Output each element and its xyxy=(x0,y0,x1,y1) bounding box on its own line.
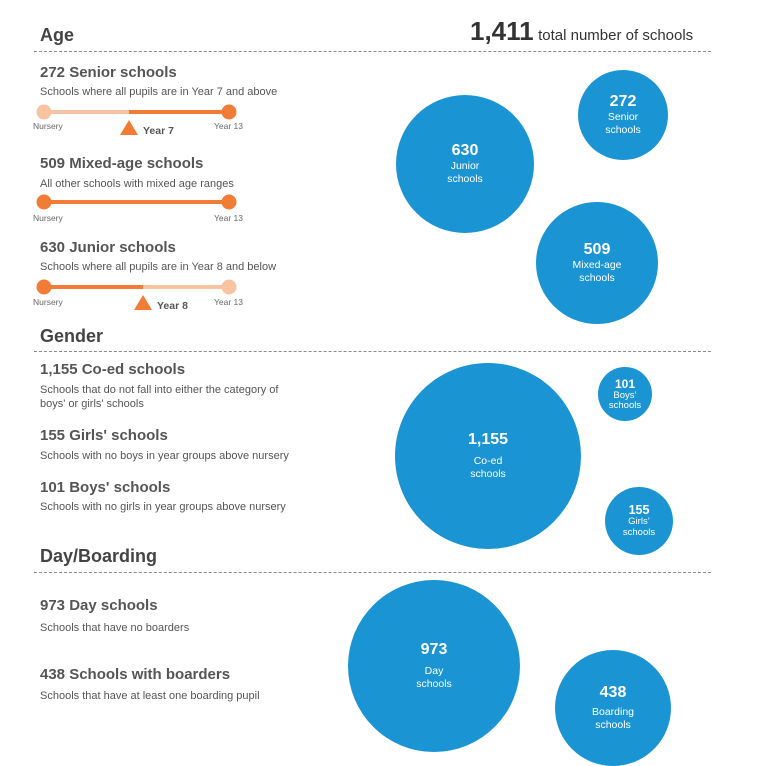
section-title-boarding: Day/Boarding xyxy=(40,546,158,566)
bubble-senior-label: Senior schools xyxy=(605,110,641,136)
bubble-boarding: 438 Boarding schools xyxy=(555,650,671,766)
bubble-day: 973 Day schools xyxy=(348,580,520,752)
bubble-junior: 630 Junior schools xyxy=(396,95,534,233)
senior-scale-start: Nursery xyxy=(33,121,63,131)
boys-title: 101 Boys' schools xyxy=(40,479,171,496)
mixed-title: 509 Mixed-age schools xyxy=(40,155,204,172)
bubble-mixed-label: Mixed-age schools xyxy=(572,258,622,284)
total-label: total number of schools xyxy=(538,27,694,44)
bubble-senior-value: 272 xyxy=(609,92,637,110)
year-marker-icon xyxy=(134,295,152,310)
bubble-boarding-value: 438 xyxy=(599,683,627,701)
junior-marker-label: Year 8 xyxy=(157,300,188,312)
bubble-boarding-label: Boarding schools xyxy=(591,705,635,731)
bubble-junior-label: Junior schools xyxy=(447,159,483,185)
senior-age-scale xyxy=(36,104,237,135)
bubble-boys-value: 101 xyxy=(614,377,636,392)
bubble-mixed-value: 509 xyxy=(583,240,611,258)
section-title-gender: Gender xyxy=(40,326,104,346)
bubble-girls-value: 155 xyxy=(628,503,650,518)
bubble-day-value: 973 xyxy=(420,640,448,658)
coed-desc: Schools that do not fall into either the… xyxy=(40,384,279,410)
boys-desc: Schools with no girls in year groups abo… xyxy=(40,501,286,513)
senior-marker-label: Year 7 xyxy=(143,125,174,137)
boarders-desc: Schools that have at least one boarding … xyxy=(40,690,260,702)
junior-age-scale xyxy=(36,279,237,310)
bubble-mixed: 509 Mixed-age schools xyxy=(536,202,658,324)
coed-title: 1,155 Co-ed schools xyxy=(40,361,186,378)
total-count: 1,411 xyxy=(470,16,534,46)
bubble-coed-label: Co-ed schools xyxy=(470,454,506,480)
day-title: 973 Day schools xyxy=(40,597,158,614)
divider-boarding xyxy=(34,572,711,573)
girls-title: 155 Girls' schools xyxy=(40,427,168,444)
senior-title: 272 Senior schools xyxy=(40,64,177,81)
divider-gender xyxy=(34,351,711,352)
bubble-boys-label: Boys’ schools xyxy=(608,390,642,411)
boarders-title: 438 Schools with boarders xyxy=(40,666,231,683)
junior-title: 630 Junior schools xyxy=(40,239,176,256)
bubble-junior-value: 630 xyxy=(451,141,479,159)
junior-desc: Schools where all pupils are in Year 8 a… xyxy=(40,261,277,273)
bubble-day-label: Day schools xyxy=(416,664,452,690)
senior-desc: Schools where all pupils are in Year 7 a… xyxy=(40,86,278,98)
bubble-coed-value: 1,155 xyxy=(467,430,509,448)
bubble-coed: 1,155 Co-ed schools xyxy=(395,363,581,549)
girls-desc: Schools with no boys in year groups abov… xyxy=(40,450,289,462)
divider-age xyxy=(34,51,711,52)
bubble-girls-label: Girls’ schools xyxy=(622,516,656,538)
mixed-scale-start: Nursery xyxy=(33,213,63,223)
total-summary: 1,411 total number of schools xyxy=(470,16,693,47)
bubble-senior: 272 Senior schools xyxy=(578,70,668,160)
day-desc: Schools that have no boarders xyxy=(40,622,190,634)
junior-scale-end: Year 13 xyxy=(214,297,243,307)
senior-scale-end: Year 13 xyxy=(214,121,243,131)
junior-scale-start: Nursery xyxy=(33,297,63,307)
mixed-scale-end: Year 13 xyxy=(214,213,243,223)
bubble-girls: 155 Girls’ schools xyxy=(605,487,673,555)
mixed-age-scale xyxy=(36,194,237,210)
year-marker-icon xyxy=(120,120,138,135)
bubble-boys: 101 Boys’ schools xyxy=(598,367,652,421)
infographic-page: { "header": { "total": "1,411", "total_l… xyxy=(33,16,711,766)
mixed-desc: All other schools with mixed age ranges xyxy=(40,178,234,190)
section-title-age: Age xyxy=(40,25,75,45)
